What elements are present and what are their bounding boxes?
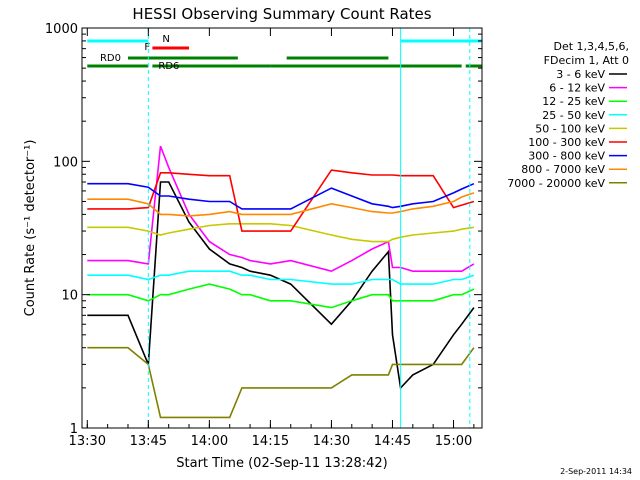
y-tick-label: 10: [61, 289, 78, 304]
x-tick-label: 14:45: [374, 434, 411, 449]
plot-frame: [81, 27, 483, 429]
series-line-6-12-kev: [87, 145, 475, 273]
series-line-300-800-kev: [87, 182, 475, 210]
y-tick-label: 1: [70, 422, 78, 437]
x-tick-label: 14:00: [191, 434, 228, 449]
y-axis-label: Count Rate (s⁻¹ detector⁻¹): [23, 140, 38, 317]
x-axis-label: Start Time (02-Sep-11 13:28:42): [176, 456, 387, 471]
x-tick-label: 13:30: [69, 434, 106, 449]
legend-header-1: Det 1,3,4,5,6,: [553, 40, 629, 53]
legend-label-7000-20000-kev: 7000 - 20000 keV: [507, 177, 605, 190]
timestamp: 2-Sep-2011 14:34: [560, 467, 632, 476]
legend-label-3-6-kev: 3 - 6 keV: [556, 68, 605, 81]
legend-label-300-800-kev: 300 - 800 keV: [528, 150, 605, 163]
legend-label-25-50-kev: 25 - 50 keV: [542, 109, 605, 122]
vertical-markers-layer: [147, 28, 471, 428]
status-bar-label-n: N: [162, 34, 169, 45]
x-axis-ticks: 13:30 13:45 14:00 14:15 14:30 14:45 15:00: [69, 28, 475, 449]
series-line-25-50-kev: [87, 270, 475, 285]
status-bars-layer: N F RD0 RD6: [87, 34, 482, 72]
series-line-7000-20000-kev: [87, 346, 475, 419]
x-tick-label: 13:45: [130, 434, 167, 449]
legend-header-2: FDecim 1, Att 0: [544, 54, 629, 67]
legend-label-100-300-kev: 100 - 300 keV: [528, 136, 605, 149]
legend-label-12-25-kev: 12 - 25 keV: [542, 95, 605, 108]
chart-title: HESSI Observing Summary Count Rates: [132, 5, 431, 23]
series-line-800-7000-kev: [87, 192, 475, 217]
series-line-100-300-kev: [87, 169, 475, 232]
legend-label-800-7000-kev: 800 - 7000 keV: [521, 163, 605, 176]
y-tick-label: 1000: [45, 22, 78, 37]
y-axis-ticks: 1 10 100 1000: [45, 22, 482, 437]
series-line-50-100-kev: [87, 223, 475, 243]
legend-label-50-100-kev: 50 - 100 keV: [535, 122, 605, 135]
series-line-12-25-kev: [87, 283, 475, 309]
status-bar-label-rd0: RD0: [100, 53, 121, 64]
status-bar-label-f: F: [144, 42, 150, 53]
x-tick-label: 14:30: [313, 434, 350, 449]
series-line-3-6-kev: [87, 181, 475, 390]
series-layer: [87, 145, 475, 419]
x-tick-label: 15:00: [435, 434, 472, 449]
y-tick-label: 100: [53, 155, 78, 170]
x-tick-label: 14:15: [252, 434, 289, 449]
legend-label-6-12-kev: 6 - 12 keV: [549, 82, 605, 95]
status-bar-label-rd6: RD6: [158, 61, 179, 72]
